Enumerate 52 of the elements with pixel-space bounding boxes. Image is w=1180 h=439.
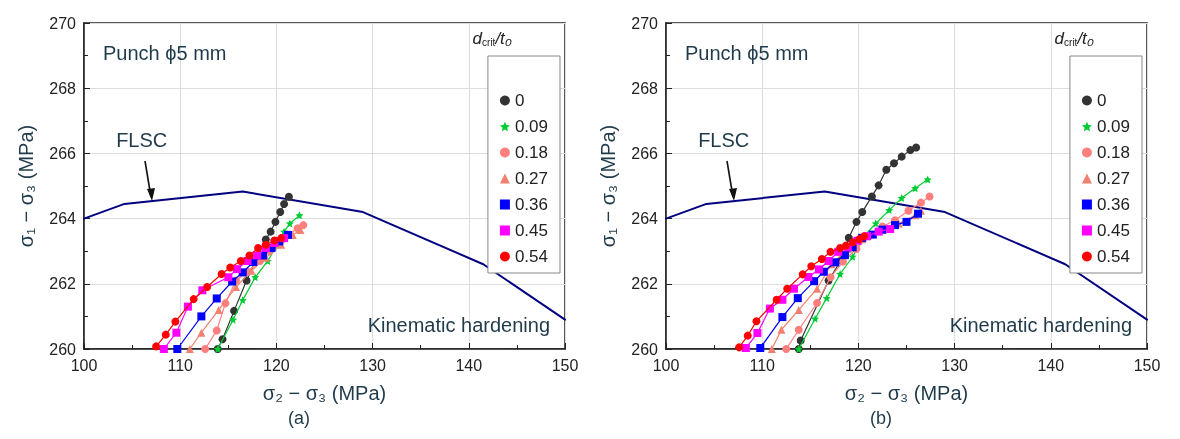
legend-label: 0.18 bbox=[1096, 143, 1131, 162]
annotation: FLSC bbox=[116, 128, 168, 152]
legend-label: 0.45 bbox=[1096, 221, 1131, 240]
y-tick-label: 266 bbox=[49, 144, 77, 162]
x-tick-label: 140 bbox=[455, 356, 483, 374]
y-tick-label: 270 bbox=[49, 14, 77, 32]
y-tick-label: 266 bbox=[631, 144, 659, 162]
x-tick-label: 150 bbox=[1133, 356, 1161, 374]
y-tick-label: 268 bbox=[49, 79, 77, 97]
legend-label: 0.18 bbox=[514, 143, 549, 162]
x-tick-label: 100 bbox=[70, 356, 98, 374]
annotation: Kinematic hardening bbox=[949, 314, 1133, 336]
y-tick-label: 264 bbox=[631, 210, 659, 228]
y-axis-title: σ₁ − σ₃ (MPa) bbox=[597, 124, 619, 248]
x-tick-label: 120 bbox=[845, 356, 872, 374]
x-tick-label: 110 bbox=[167, 356, 194, 374]
y-axis-title: σ₁ − σ₃ (MPa) bbox=[15, 124, 37, 248]
legend-label: 0.45 bbox=[514, 221, 549, 240]
legend-label: 0.54 bbox=[1096, 247, 1131, 266]
annotation: Punch ϕ5 mm bbox=[103, 42, 227, 64]
legend-label: 0.27 bbox=[514, 169, 549, 188]
x-axis-title: σ₂ − σ₃ (MPa) bbox=[844, 382, 969, 404]
legend-label: 0.09 bbox=[514, 117, 549, 136]
x-tick-label: 130 bbox=[359, 356, 387, 374]
x-axis-title: σ₂ − σ₃ (MPa) bbox=[262, 382, 387, 404]
legend-label: 0.09 bbox=[1096, 117, 1131, 136]
y-tick-label: 260 bbox=[631, 340, 659, 358]
x-tick-label: 140 bbox=[1037, 356, 1065, 374]
annotation: Kinematic hardening bbox=[367, 314, 551, 336]
x-tick-label: 130 bbox=[941, 356, 969, 374]
annotation: Punch ϕ5 mm bbox=[685, 42, 809, 64]
text: (a) bbox=[288, 408, 310, 428]
legend-label: 0.54 bbox=[514, 247, 549, 266]
y-tick-label: 262 bbox=[631, 275, 659, 293]
y-tick-label: 262 bbox=[49, 275, 77, 293]
y-tick-label: 264 bbox=[49, 210, 77, 228]
x-tick-label: 150 bbox=[551, 356, 579, 374]
x-tick-label: 110 bbox=[749, 356, 776, 374]
legend-title: dcrit/t₀ bbox=[472, 29, 513, 48]
x-tick-label: 100 bbox=[652, 356, 680, 374]
legend-label: 0.27 bbox=[1096, 169, 1131, 188]
legend-label: 0.36 bbox=[1096, 195, 1131, 214]
legend-label: 0 bbox=[1096, 91, 1107, 110]
x-tick-label: 120 bbox=[263, 356, 290, 374]
y-tick-label: 270 bbox=[631, 14, 659, 32]
text: (b) bbox=[870, 408, 892, 428]
y-tick-label: 260 bbox=[49, 340, 77, 358]
annotation: FLSC bbox=[698, 128, 750, 152]
legend-label: 0.36 bbox=[514, 195, 549, 214]
legend-label: 0 bbox=[514, 91, 525, 110]
legend-title: dcrit/t₀ bbox=[1054, 29, 1095, 48]
y-tick-label: 268 bbox=[631, 79, 659, 97]
